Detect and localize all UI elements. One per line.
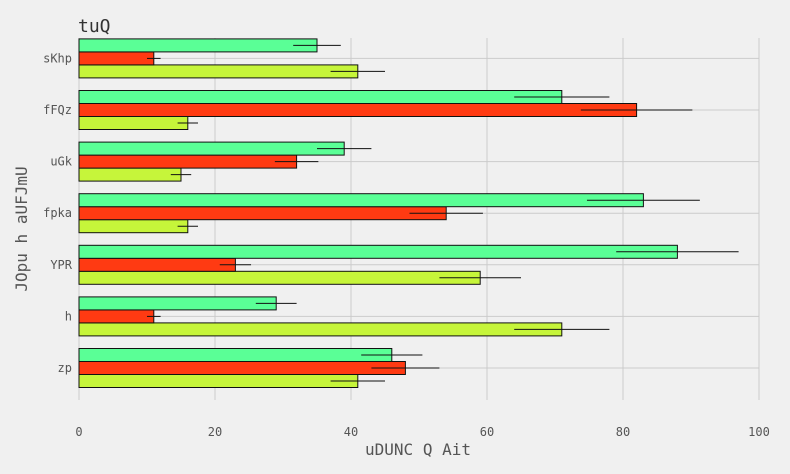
y-tick-label: uGk	[50, 155, 72, 169]
bar-series-b	[78, 154, 298, 169]
bar-series-b	[78, 257, 236, 272]
y-tick-label: YPR	[50, 258, 72, 272]
x-tick-label: 60	[480, 425, 494, 439]
bar-series-c	[78, 90, 563, 104]
bar-series-a	[78, 270, 481, 285]
y-tick-label: zp	[58, 361, 72, 375]
bar-series-b	[78, 206, 447, 221]
bar-series-a	[78, 219, 189, 234]
bar-series-b	[78, 309, 155, 324]
y-tick-label: fFQz	[43, 103, 72, 117]
error-bars	[147, 44, 739, 382]
bar-series-c	[78, 348, 393, 362]
x-tick-label: 100	[748, 425, 770, 439]
bar-series-c	[78, 296, 277, 311]
bar-series-a	[78, 374, 359, 388]
bar-series-a	[78, 322, 563, 337]
y-tick-label: fpka	[43, 206, 72, 220]
y-axis-label: JOpu h aUFJmU	[12, 166, 31, 291]
y-tick-labels: zp h YPR fpka uGk fFQz sKhp	[43, 51, 73, 375]
bar-series-c	[78, 38, 318, 53]
bar-series-a	[78, 116, 189, 130]
bar-series-b	[78, 103, 638, 117]
bars	[78, 38, 678, 388]
bar-series-a	[78, 167, 182, 182]
bar-series-c	[78, 141, 345, 156]
y-tick-label: sKhp	[43, 51, 72, 65]
x-tick-labels: 0 20 40 60 80 100	[75, 425, 769, 439]
x-tick-label: 40	[344, 425, 358, 439]
x-tick-label: 20	[208, 425, 222, 439]
bar-series-c	[78, 244, 678, 259]
x-axis-label: uDUNC Q Ait	[365, 440, 471, 459]
bar-series-b	[78, 361, 406, 375]
x-tick-label: 80	[616, 425, 630, 439]
bar-series-a	[78, 64, 359, 79]
chart-title: tuQ	[78, 16, 111, 37]
bar-series-c	[78, 193, 644, 208]
bar-series-b	[78, 51, 155, 66]
y-tick-label: h	[65, 309, 72, 323]
x-tick-label: 0	[75, 425, 82, 439]
